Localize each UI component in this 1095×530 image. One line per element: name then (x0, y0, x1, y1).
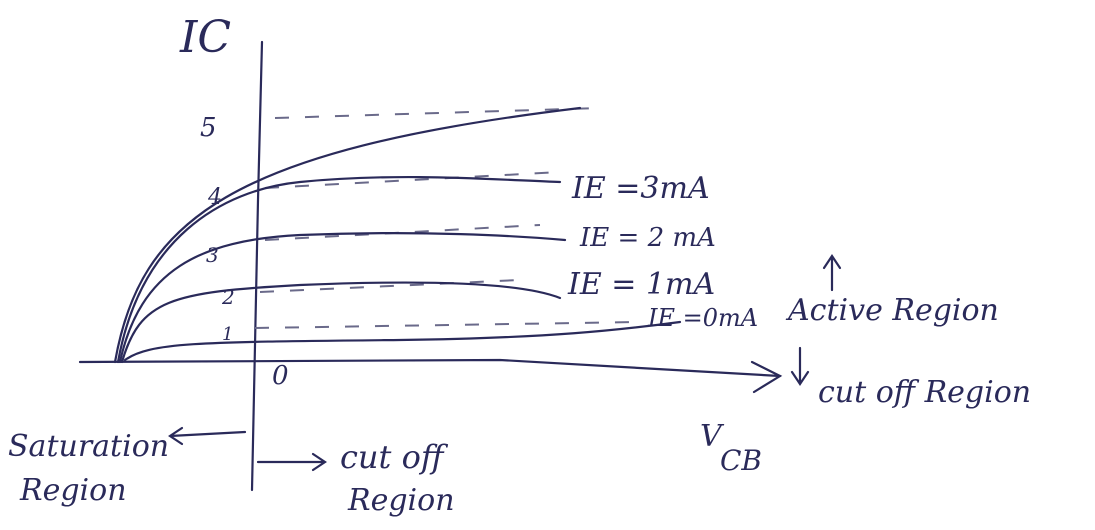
region-label: cut off Region (818, 375, 1031, 410)
region-label: cut off (340, 438, 449, 476)
tick-label: 5 (200, 113, 217, 143)
origin-label: 0 (272, 361, 289, 391)
curve-label: IE =0mA (647, 304, 758, 332)
region-label: Active Region (785, 293, 999, 328)
tick-label: 4 (207, 185, 222, 210)
region-label: Region (347, 483, 455, 518)
diagram: IC 5 4 3 2 1 0 IE =3mA IE = 2 mA IE = 1m… (0, 0, 1095, 526)
curve-label: IE = 2 mA (579, 223, 716, 253)
tick-label: 3 (206, 243, 219, 267)
curve-label: IE = 1mA (567, 267, 715, 302)
y-axis-label: IC (179, 12, 231, 63)
region-label: Saturation (8, 429, 169, 464)
tick-label: 2 (221, 285, 235, 309)
region-label: Region (19, 473, 127, 508)
x-axis-label-sub: CB (720, 444, 762, 477)
tick-label: 1 (222, 324, 233, 345)
curve-label: IE =3mA (571, 171, 710, 206)
